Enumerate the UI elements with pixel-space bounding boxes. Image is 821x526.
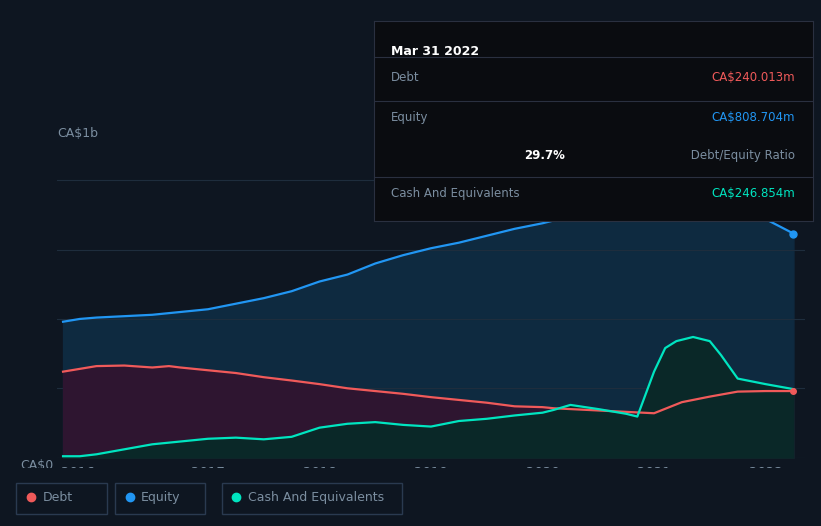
Text: Cash And Equivalents: Cash And Equivalents — [248, 491, 384, 503]
Text: CA$240.013m: CA$240.013m — [712, 71, 796, 84]
Text: Cash And Equivalents: Cash And Equivalents — [391, 187, 520, 200]
Text: CA$1b: CA$1b — [57, 127, 99, 140]
Text: Debt: Debt — [43, 491, 73, 503]
Text: Debt/Equity Ratio: Debt/Equity Ratio — [687, 149, 796, 162]
Text: CA$0: CA$0 — [21, 459, 53, 472]
Text: CA$246.854m: CA$246.854m — [712, 187, 796, 200]
Text: CA$808.704m: CA$808.704m — [712, 111, 796, 124]
Text: Debt: Debt — [391, 71, 420, 84]
Text: Equity: Equity — [391, 111, 429, 124]
Text: Equity: Equity — [141, 491, 181, 503]
Text: Mar 31 2022: Mar 31 2022 — [391, 45, 479, 58]
Text: 29.7%: 29.7% — [524, 149, 565, 162]
